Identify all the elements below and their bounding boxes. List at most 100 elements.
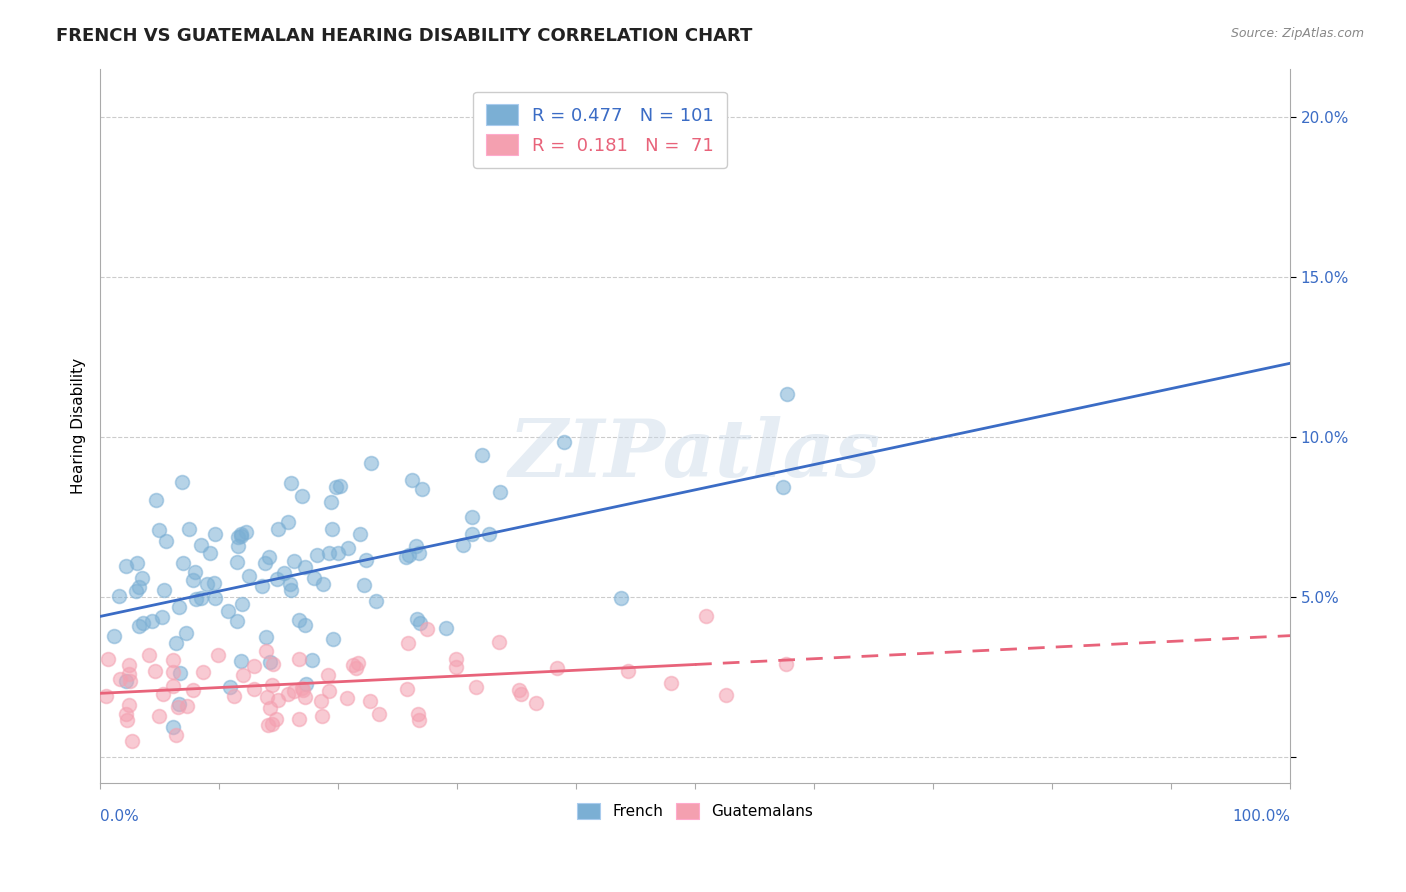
Point: [775, 657, 797, 671]
Point: [356, 553, 378, 567]
Point: [346, 657, 368, 671]
Point: [172, 556, 194, 570]
Point: [222, 689, 245, 703]
Point: [395, 682, 418, 697]
Point: [115, 707, 138, 722]
Point: [162, 679, 184, 693]
Point: [141, 615, 163, 629]
Point: [478, 527, 501, 541]
Point: [280, 475, 302, 490]
Point: [114, 559, 136, 574]
Point: [238, 569, 260, 583]
Point: [277, 515, 299, 529]
Text: ZIPatlas: ZIPatlas: [509, 416, 882, 493]
Point: [336, 691, 359, 706]
Point: [368, 707, 391, 722]
Point: [434, 621, 457, 635]
Point: [190, 591, 212, 605]
Point: [319, 495, 342, 509]
Point: [174, 626, 197, 640]
Point: [405, 611, 427, 625]
Point: [165, 636, 187, 650]
Point: [231, 597, 253, 611]
Point: [302, 571, 325, 585]
Point: [115, 674, 138, 689]
Point: [167, 599, 190, 614]
Point: [360, 457, 382, 471]
Point: [337, 541, 360, 556]
Point: [294, 618, 316, 632]
Point: [260, 717, 283, 731]
Point: [776, 387, 799, 401]
Point: [659, 676, 682, 690]
Point: [316, 668, 339, 682]
Point: [294, 560, 316, 574]
Point: [200, 546, 222, 560]
Point: [150, 610, 173, 624]
Point: [277, 687, 299, 701]
Point: [280, 583, 302, 598]
Point: [235, 525, 257, 540]
Point: [118, 658, 141, 673]
Point: [398, 548, 420, 562]
Point: [344, 660, 367, 674]
Point: [267, 693, 290, 707]
Point: [162, 665, 184, 679]
Point: [148, 709, 170, 723]
Point: [409, 615, 432, 630]
Point: [181, 683, 204, 698]
Point: [488, 634, 510, 648]
Point: [250, 579, 273, 593]
Point: [695, 609, 717, 624]
Point: [259, 655, 281, 669]
Point: [207, 648, 229, 663]
Point: [264, 712, 287, 726]
Text: FRENCH VS GUATEMALAN HEARING DISABILITY CORRELATION CHART: FRENCH VS GUATEMALAN HEARING DISABILITY …: [56, 27, 752, 45]
Point: [461, 509, 484, 524]
Point: [401, 474, 423, 488]
Point: [508, 682, 530, 697]
Point: [283, 684, 305, 698]
Point: [411, 482, 433, 496]
Point: [524, 696, 547, 710]
Point: [254, 631, 277, 645]
Point: [167, 697, 190, 711]
Point: [131, 571, 153, 585]
Point: [546, 660, 568, 674]
Point: [103, 629, 125, 643]
Text: Source: ZipAtlas.com: Source: ZipAtlas.com: [1230, 27, 1364, 40]
Point: [226, 555, 249, 569]
Point: [292, 682, 315, 697]
Point: [165, 728, 187, 742]
Point: [291, 489, 314, 503]
Point: [408, 545, 430, 559]
Point: [329, 479, 352, 493]
Point: [294, 690, 316, 704]
Point: [342, 658, 364, 673]
Point: [229, 654, 252, 668]
Point: [318, 547, 340, 561]
Point: [97, 652, 120, 666]
Point: [121, 734, 143, 748]
Point: [229, 527, 252, 541]
Point: [772, 480, 794, 494]
Point: [312, 576, 335, 591]
Point: [461, 526, 484, 541]
Point: [219, 680, 242, 694]
Point: [396, 636, 419, 650]
Point: [229, 529, 252, 543]
Point: [259, 700, 281, 714]
Point: [254, 644, 277, 658]
Point: [451, 538, 474, 552]
Point: [295, 677, 318, 691]
Point: [179, 522, 201, 536]
Point: [127, 556, 149, 570]
Point: [291, 681, 314, 696]
Point: [183, 573, 205, 587]
Text: 100.0%: 100.0%: [1232, 809, 1291, 823]
Point: [204, 527, 226, 541]
Point: [138, 648, 160, 662]
Point: [262, 657, 284, 671]
Point: [155, 533, 177, 548]
Point: [322, 632, 344, 646]
